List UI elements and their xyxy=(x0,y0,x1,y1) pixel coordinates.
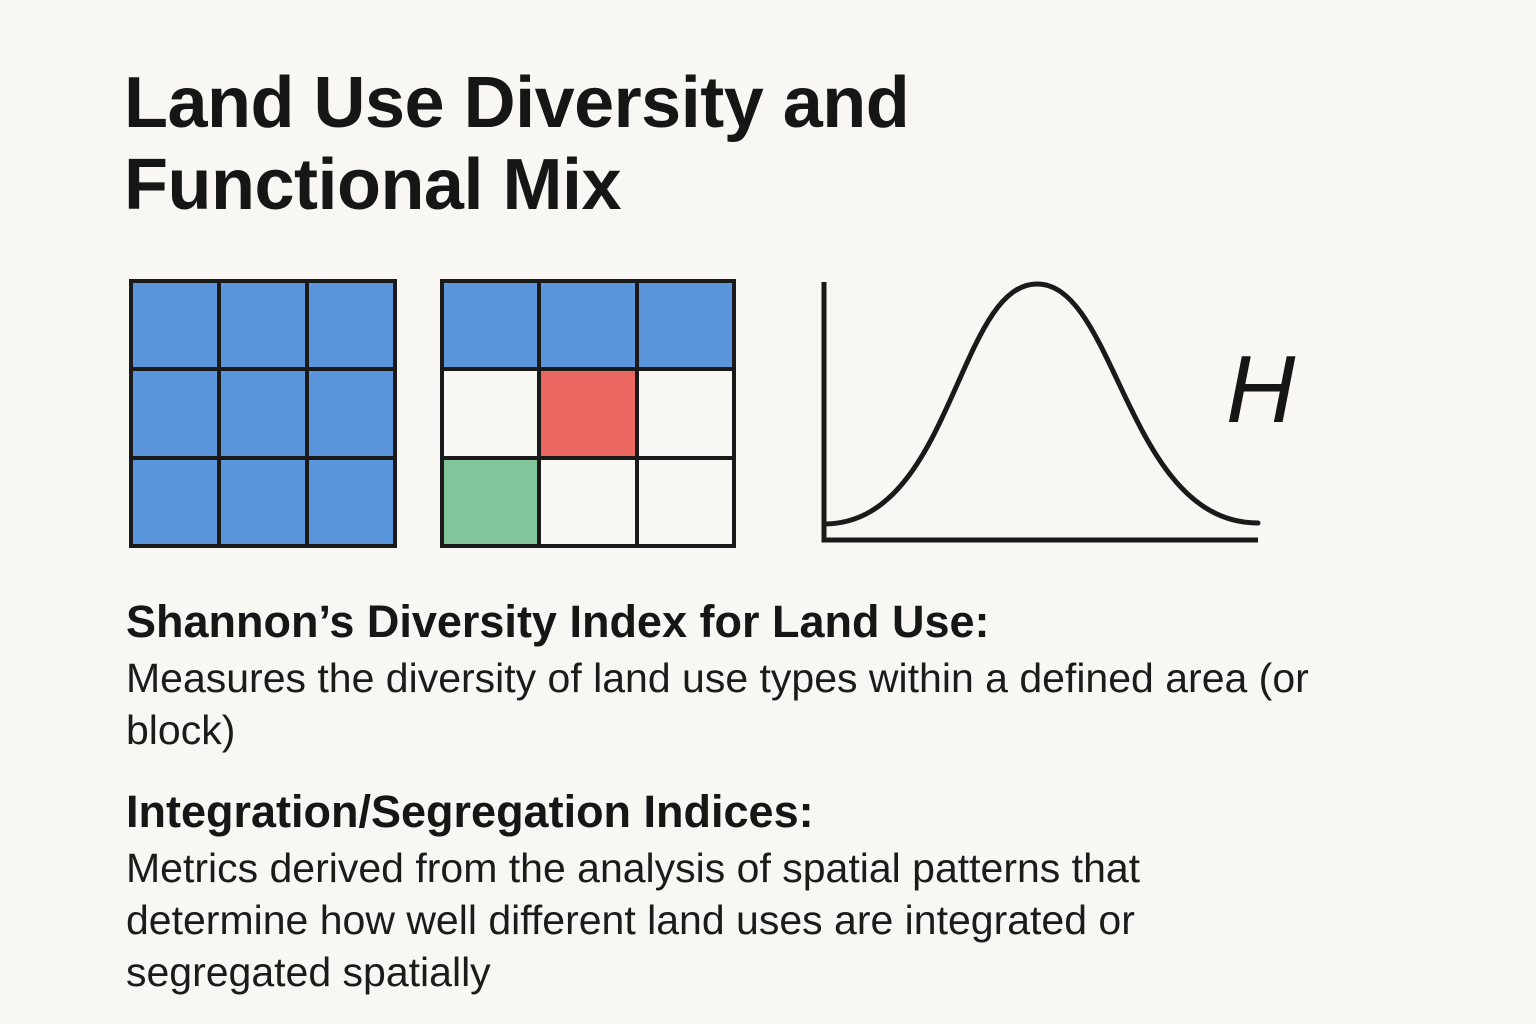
shannon-index-section: Shannon’s Diversity Index for Land Use: … xyxy=(126,596,1426,756)
diversity-curve-graph xyxy=(821,281,1261,543)
mixed-land-use-grid xyxy=(440,279,736,548)
title-line-2: Functional Mix xyxy=(124,145,622,225)
grid-cell xyxy=(221,371,305,456)
grid-cell xyxy=(541,283,635,368)
uniform-land-use-grid xyxy=(129,279,397,548)
page-title: Land Use Diversity and Functional Mix xyxy=(124,62,1124,226)
grid-cell xyxy=(221,459,305,544)
shannon-index-heading: Shannon’s Diversity Index for Land Use: xyxy=(126,596,990,647)
grid-cell xyxy=(444,459,538,544)
grid-cell xyxy=(638,283,732,368)
bell-curve xyxy=(821,281,1261,527)
grid-cell xyxy=(133,283,217,368)
grid-cell xyxy=(638,371,732,456)
grid-cell xyxy=(133,371,217,456)
grid-cell xyxy=(133,459,217,544)
curve-axes xyxy=(821,282,1258,543)
integration-segregation-description: Metrics derived from the analysis of spa… xyxy=(126,845,1141,995)
grid-cell xyxy=(541,371,635,456)
diversity-index-symbol: H xyxy=(1226,336,1296,443)
shannon-index-description: Measures the diversity of land use types… xyxy=(126,655,1309,753)
title-line-1: Land Use Diversity and xyxy=(124,63,910,143)
grid-cell xyxy=(444,283,538,368)
grid-cell xyxy=(309,459,393,544)
grid-cell xyxy=(309,283,393,368)
integration-segregation-heading: Integration/Segregation Indices: xyxy=(126,786,814,837)
grid-cell xyxy=(221,283,305,368)
integration-segregation-section: Integration/Segregation Indices: Metrics… xyxy=(126,786,1426,998)
grid-cell xyxy=(309,371,393,456)
grid-cell xyxy=(541,459,635,544)
grid-cell xyxy=(444,371,538,456)
grid-cell xyxy=(638,459,732,544)
